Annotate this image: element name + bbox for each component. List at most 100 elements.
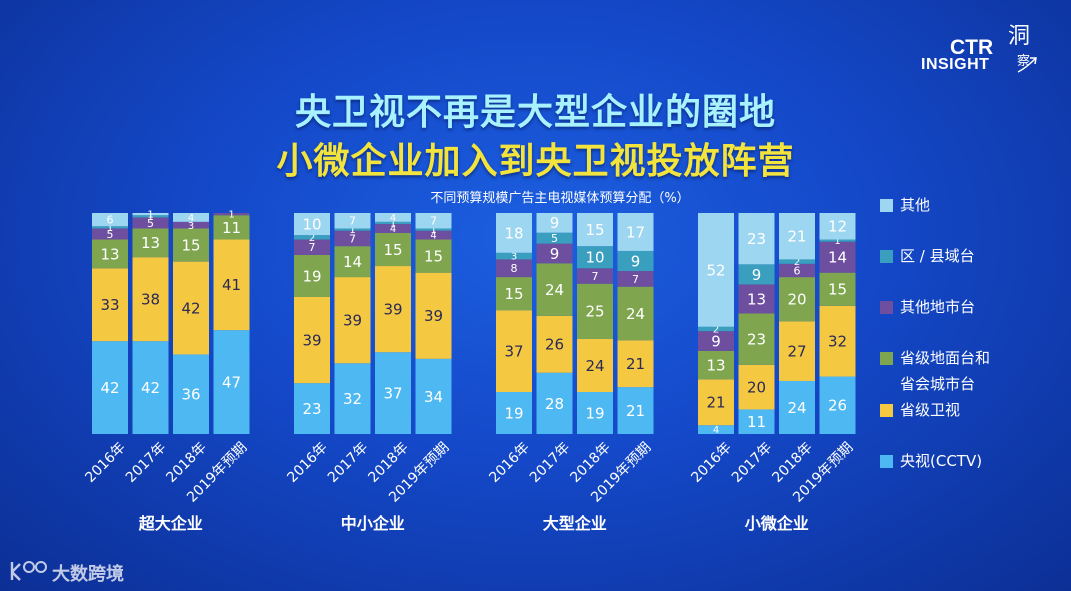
x-tick-label: 2016年 — [486, 440, 532, 486]
bar-segment — [334, 246, 371, 278]
data-label: 15 — [585, 221, 604, 239]
bar-segment — [334, 230, 371, 247]
data-label: 6 — [107, 214, 114, 227]
bar-segment — [294, 296, 330, 384]
bar-segment — [819, 213, 856, 240]
data-label: 38 — [141, 291, 160, 309]
legend-label: 其他地市台 — [900, 298, 976, 316]
data-label: 19 — [302, 267, 321, 285]
legend-swatch — [880, 250, 893, 263]
bar-segment — [375, 266, 411, 353]
bar-segment — [334, 277, 371, 364]
data-label: 19 — [504, 404, 523, 422]
bar-segment — [779, 259, 815, 264]
bar-segment — [779, 213, 815, 260]
chart-legend: 其他区 / 县域台 其他地市台 省级地面台和 省会城市台 省级卫视 央视(CCTV) — [880, 193, 1070, 483]
group-label: 中小企业 — [341, 514, 405, 533]
bar-segment — [173, 213, 209, 222]
data-label: 15 — [424, 247, 443, 265]
data-label: 4 — [188, 213, 194, 224]
bar-segment — [173, 228, 209, 262]
group-label: 大型企业 — [543, 514, 607, 533]
data-label: 39 — [302, 331, 321, 349]
bar-segment — [496, 213, 532, 253]
bar-segment — [819, 272, 856, 306]
data-label: 1 — [349, 225, 355, 236]
data-label: 21 — [626, 355, 645, 373]
logo-text-cn-sub: 察 — [1017, 54, 1031, 69]
bar-segment — [132, 213, 169, 216]
bar-segment — [577, 246, 613, 269]
data-label: 12 — [828, 218, 847, 236]
data-label: 15 — [828, 281, 847, 299]
data-label: 7 — [309, 241, 316, 254]
data-label: 42 — [100, 379, 119, 397]
bar-segment — [92, 341, 128, 434]
bar-segment — [334, 363, 371, 434]
bar-segment — [496, 310, 532, 393]
data-label: 11 — [747, 413, 766, 431]
data-label: 13 — [100, 245, 119, 263]
data-label: 15 — [504, 285, 523, 303]
data-label: 4 — [390, 224, 396, 235]
data-label: 24 — [585, 357, 604, 375]
bar-segment — [617, 387, 654, 434]
data-label: 23 — [747, 331, 766, 349]
legend-label: 省会城市台 — [900, 375, 976, 393]
bar-segment — [213, 239, 250, 331]
x-tick-label: 2017年 — [123, 440, 169, 486]
bar-segment — [577, 338, 613, 393]
data-label: 26 — [545, 336, 564, 354]
legend-label: 央视(CCTV) — [900, 452, 983, 470]
data-label: 21 — [787, 228, 806, 246]
bar-segment — [536, 232, 573, 244]
x-tick-label: 2017年 — [527, 440, 573, 486]
bar-segment — [617, 250, 654, 272]
data-label: 10 — [302, 215, 321, 233]
data-label: 39 — [424, 307, 443, 325]
bar-segment — [779, 380, 815, 434]
bar-segment — [375, 213, 411, 222]
x-tick-label: 2016年 — [284, 440, 330, 486]
bar-segment — [779, 321, 815, 381]
data-label: 3 — [511, 252, 517, 263]
bar-segment — [213, 215, 250, 240]
legend-label: 区 / 县域台 — [900, 247, 975, 265]
data-label: 2 — [713, 325, 719, 336]
bar-segment — [738, 364, 775, 410]
data-label: 21 — [706, 394, 725, 412]
data-label: 6 — [794, 264, 801, 277]
bar-segment — [738, 313, 775, 365]
data-label: 4 — [430, 231, 436, 242]
bar-segment — [738, 213, 775, 265]
bar-segment — [92, 226, 128, 229]
data-label: 1 — [107, 223, 113, 234]
data-label: 23 — [302, 400, 321, 418]
bar-segment — [617, 286, 654, 341]
bar-segment — [698, 213, 734, 327]
group-label: 超大企业 — [138, 514, 203, 533]
data-label: 9 — [631, 252, 641, 270]
bar-segment — [496, 259, 532, 278]
data-label: 37 — [383, 385, 402, 403]
data-label: 1 — [147, 210, 153, 221]
data-label: 1 — [834, 236, 840, 247]
bar-segment — [415, 228, 452, 231]
data-label: 18 — [504, 224, 523, 242]
bar-segment — [415, 230, 452, 240]
data-label: 17 — [626, 223, 645, 241]
bar-segment — [536, 243, 573, 264]
data-label: 7 — [632, 273, 639, 286]
bar-segment — [415, 358, 452, 434]
bar-segment — [415, 272, 452, 359]
data-label: 24 — [545, 281, 564, 299]
data-label: 26 — [828, 397, 847, 415]
logo-text-cn-main: 洞 — [1008, 24, 1031, 49]
bar-segment — [698, 350, 734, 380]
bar-segment — [819, 305, 856, 377]
bar-segment — [536, 315, 573, 373]
bar-segment — [294, 254, 330, 297]
logo-text-ctr: CTR — [950, 36, 994, 59]
data-label: 9 — [711, 332, 721, 350]
bar-segment — [536, 263, 573, 316]
